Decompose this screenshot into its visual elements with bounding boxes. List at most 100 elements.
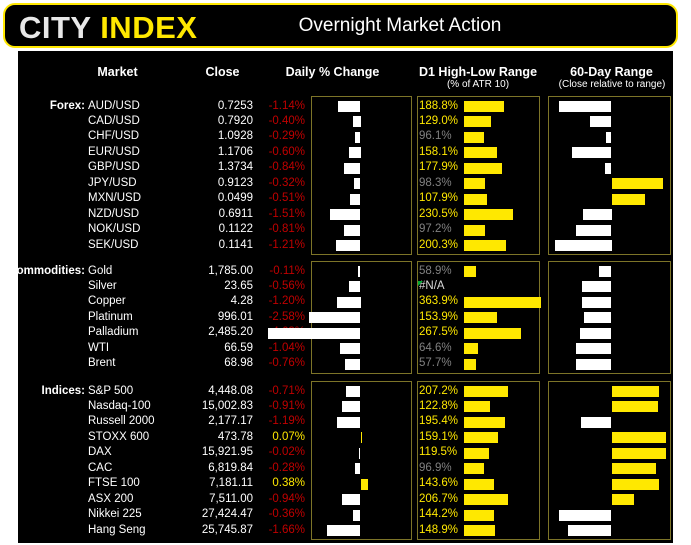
- atr-range-bar: [464, 296, 541, 308]
- market-name: JPY/USD: [88, 176, 137, 189]
- sixty-day-range-bar: [611, 386, 660, 397]
- close-price: 473.78: [217, 430, 253, 443]
- atr-range-bar: [464, 147, 498, 159]
- sixty-day-range-bar: [559, 509, 612, 521]
- daily-change-value: -1.51%: [268, 207, 305, 220]
- atr-percent-label: 119.5%: [419, 446, 458, 459]
- close-price: 23.65: [224, 279, 253, 292]
- market-name: Russell 2000: [88, 415, 155, 428]
- market-name: GBP/USD: [88, 161, 140, 174]
- atr-percent-label: 153.9%: [419, 310, 459, 323]
- daily-change-bar: [336, 416, 361, 428]
- daily-change-bar: [359, 447, 361, 459]
- atr-range-bar: [464, 358, 477, 370]
- market-name: WTI: [88, 341, 110, 354]
- close-price: 0.9123: [217, 176, 253, 189]
- close-price: 15,002.83: [201, 399, 253, 412]
- daily-change-bar: [327, 525, 361, 537]
- atr-range-bar: [464, 101, 504, 112]
- atr-range-bar: [464, 116, 492, 128]
- market-name: Palladium: [88, 326, 139, 339]
- atr-percent-label: 195.4%: [419, 415, 459, 428]
- atr-range-bar: [464, 224, 485, 236]
- daily-change-bar: [348, 147, 361, 159]
- error-flag-icon: [418, 280, 423, 286]
- market-name: FTSE 100: [88, 477, 140, 490]
- daily-change-value: -1.14%: [268, 99, 305, 112]
- daily-change-value: -0.56%: [268, 279, 305, 292]
- atr-percent-label: 159.1%: [419, 430, 459, 443]
- atr-percent-label: 200.3%: [419, 238, 459, 251]
- close-price: 2,485.20: [208, 326, 253, 339]
- market-name: Nasdaq-100: [88, 399, 151, 412]
- daily-change-value: -0.71%: [268, 384, 305, 397]
- atr-range-bar: [464, 343, 478, 355]
- market-name: SEK/USD: [88, 238, 139, 251]
- atr-percent-label: 96.1%: [419, 130, 452, 143]
- daily-change-bar: [349, 281, 361, 293]
- market-name: Copper: [88, 295, 126, 308]
- page-title: Overnight Market Action: [298, 15, 502, 36]
- atr-percent-label: 206.7%: [419, 492, 459, 505]
- daily-change-bar: [350, 193, 361, 205]
- column-subheader-60day-range: (Close relative to range): [558, 79, 666, 90]
- daily-change-value: -0.29%: [268, 130, 305, 143]
- logo-word-index: INDEX: [100, 10, 198, 45]
- daily-change-bar: [352, 116, 361, 128]
- daily-change-value: -1.66%: [268, 523, 305, 536]
- daily-change-bar: [308, 312, 361, 324]
- sixty-day-range-bar: [611, 401, 659, 413]
- sixty-day-range-bar: [611, 178, 663, 190]
- daily-change-bar: [354, 131, 361, 143]
- daily-change-value: -0.32%: [268, 176, 305, 189]
- atr-percent-label: #N/A: [419, 279, 445, 292]
- atr-percent-label: 107.9%: [419, 192, 459, 205]
- chart-panel-daily-change: [311, 380, 412, 540]
- atr-range-bar: [464, 401, 490, 413]
- close-price: 7,511.00: [209, 492, 253, 505]
- daily-change-bar: [339, 343, 361, 355]
- sixty-day-range-bar: [568, 525, 612, 537]
- close-price: 0.1141: [218, 238, 253, 251]
- market-name: MXN/USD: [88, 192, 142, 205]
- daily-change-value: -0.36%: [268, 508, 305, 521]
- market-name: NZD/USD: [88, 207, 140, 220]
- close-price: 2,177.17: [208, 415, 253, 428]
- market-name: EUR/USD: [88, 145, 140, 158]
- close-price: 7,181.11: [209, 477, 253, 490]
- daily-change-value: -0.94%: [268, 492, 305, 505]
- daily-change-value: -1.21%: [268, 238, 305, 251]
- market-name: Gold: [88, 264, 113, 277]
- atr-range-bar: [464, 209, 513, 221]
- market-name: Hang Seng: [88, 523, 146, 536]
- close-price: 27,424.47: [201, 508, 253, 521]
- sixty-day-range-bar: [611, 463, 656, 475]
- market-name: DAX: [88, 446, 112, 459]
- daily-change-value: -0.84%: [268, 161, 305, 174]
- daily-change-bar: [341, 494, 361, 506]
- atr-percent-label: 207.2%: [419, 384, 459, 397]
- atr-percent-label: 97.2%: [419, 223, 452, 236]
- close-price: 0.6911: [218, 207, 253, 220]
- close-price: 1.3734: [217, 161, 253, 174]
- daily-change-value: -1.19%: [268, 415, 305, 428]
- market-name: Silver: [88, 279, 117, 292]
- chart-panel-daily-change: [311, 95, 412, 255]
- daily-change-bar: [345, 358, 361, 370]
- daily-change-value: -0.11%: [269, 264, 305, 277]
- daily-change-bar: [336, 296, 361, 308]
- column-header-daily-change: Daily % Change: [285, 65, 380, 79]
- market-name: Brent: [88, 357, 116, 370]
- city-index-logo: CITY INDEX: [19, 10, 197, 46]
- daily-change-bar: [354, 178, 361, 190]
- sixty-day-range-bar: [611, 193, 645, 205]
- atr-percent-label: 267.5%: [419, 326, 459, 339]
- close-price: 0.7920: [217, 114, 253, 127]
- atr-percent-label: 64.6%: [419, 341, 452, 354]
- sixty-day-range-bar: [611, 494, 635, 506]
- daily-change-value: -0.51%: [268, 192, 305, 205]
- atr-percent-label: 363.9%: [419, 295, 459, 308]
- column-header-d1-range: D1 High-Low Range: [418, 65, 538, 79]
- daily-change-value: -1.04%: [268, 341, 305, 354]
- atr-percent-label: 58.9%: [419, 264, 452, 277]
